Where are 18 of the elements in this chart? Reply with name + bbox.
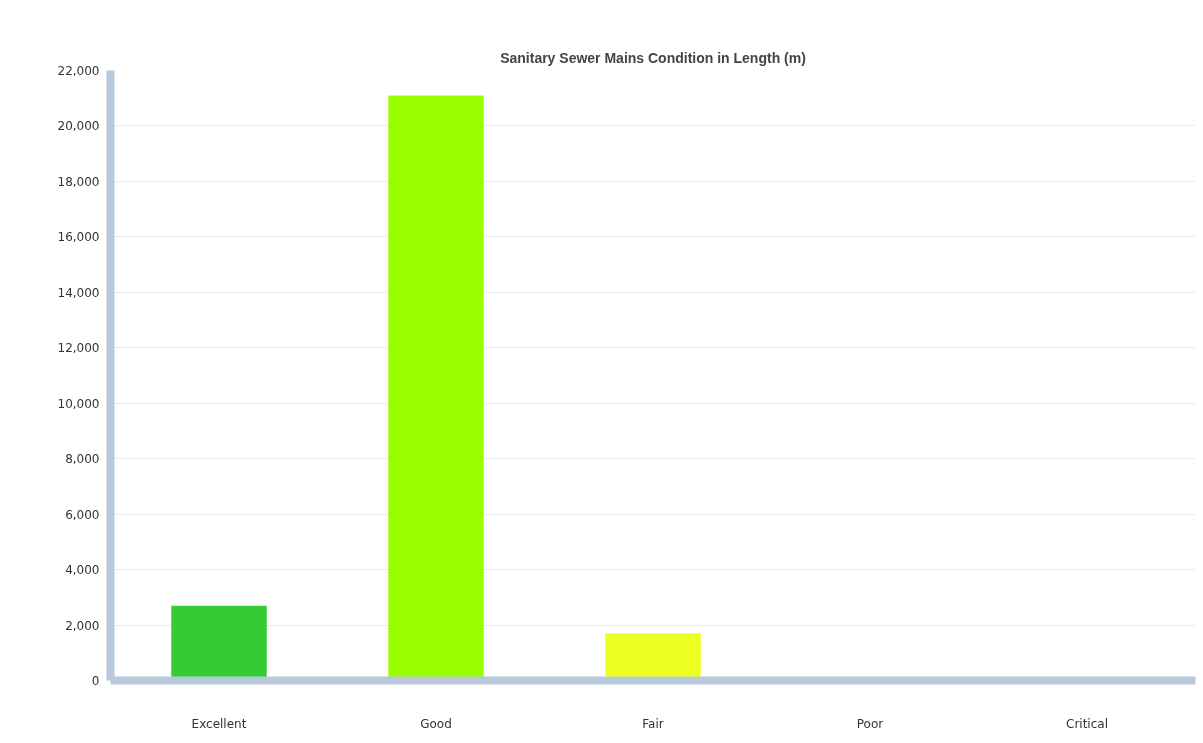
y-tick-label: 18,000 (57, 174, 100, 189)
y-tick-label: 4,000 (65, 563, 100, 578)
x-tick-label: Critical (1066, 716, 1108, 731)
y-tick-label: 20,000 (57, 119, 100, 134)
y-tick-label: 2,000 (65, 618, 100, 633)
y-tick-label: 14,000 (57, 285, 100, 300)
y-tick-label: 12,000 (57, 341, 100, 356)
x-tick-label: Good (420, 716, 452, 731)
x-tick-label: Poor (856, 716, 884, 731)
y-tick-label: 16,000 (57, 230, 100, 245)
y-tick-label: 8,000 (65, 452, 100, 467)
x-tick-label: Excellent (191, 716, 247, 731)
chart-title: Sanitary Sewer Mains Condition in Length (m) (500, 49, 806, 66)
y-tick-label: 10,000 (57, 396, 100, 411)
x-tick-label: Fair (642, 716, 664, 731)
y-tick-label: 22,000 (57, 64, 100, 78)
y-tick-label: 0 (91, 674, 100, 688)
y-tick-label: 6,000 (65, 507, 100, 522)
